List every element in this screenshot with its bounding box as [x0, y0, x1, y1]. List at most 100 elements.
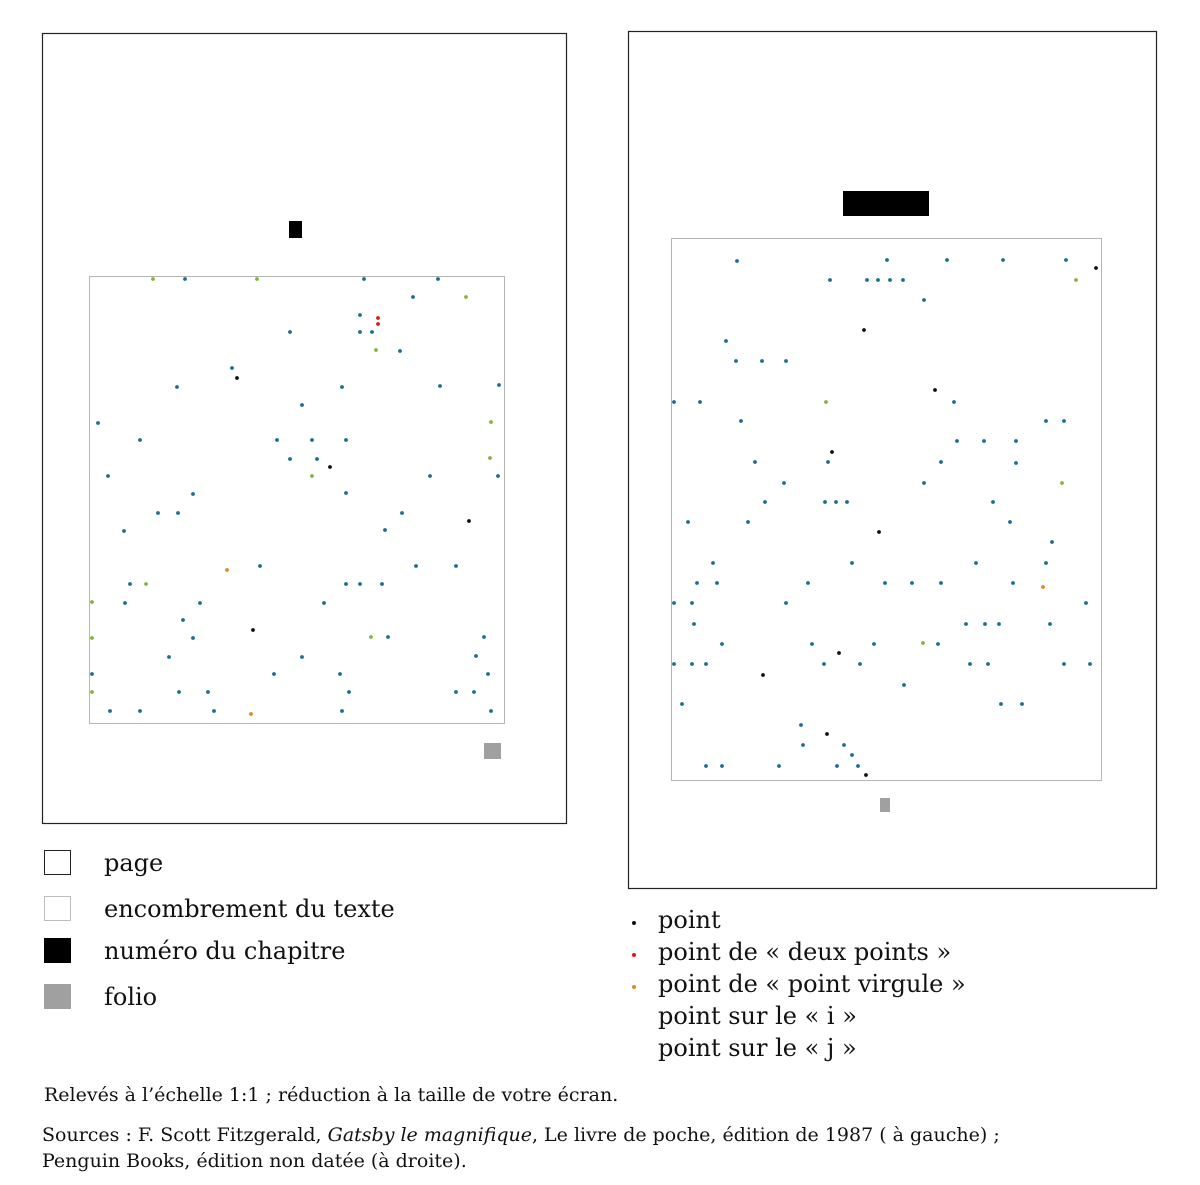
- point-dot-swatch: [632, 921, 636, 925]
- left-period: [235, 376, 239, 380]
- right-i-dot: [922, 298, 926, 302]
- left-j-dot: [90, 690, 94, 694]
- right-i-dot: [686, 520, 690, 524]
- scale-note: Relevés à l’échelle 1:1 ; réduction à la…: [44, 1084, 619, 1106]
- right-i-dot: [711, 561, 715, 565]
- right-i-dot: [735, 259, 739, 263]
- left-i-dot: [340, 385, 344, 389]
- left-i-dot: [90, 672, 94, 676]
- right-semicolon-point: [1041, 585, 1045, 589]
- right-i-dot: [672, 400, 676, 404]
- left-i-dot: [344, 582, 348, 586]
- legend-label-j-dot: point sur le « j »: [658, 1034, 857, 1062]
- right-i-dot: [1084, 601, 1088, 605]
- left-i-dot: [108, 709, 112, 713]
- left-i-dot: [344, 491, 348, 495]
- right-i-dot: [1062, 662, 1066, 666]
- legend-label-folio: folio: [104, 983, 158, 1011]
- left-i-dot: [472, 690, 476, 694]
- right-i-dot: [782, 481, 786, 485]
- right-i-dot: [834, 500, 838, 504]
- left-i-dot: [486, 672, 490, 676]
- right-i-dot: [692, 622, 696, 626]
- legend-label-semicolon: point de « point virgule »: [658, 970, 966, 998]
- legend-item-text-area: encombrement du texte: [44, 894, 464, 924]
- right-i-dot: [801, 743, 805, 747]
- right-period: [830, 450, 834, 454]
- right-i-dot: [822, 662, 826, 666]
- right-i-dot: [672, 662, 676, 666]
- right-period: [1094, 266, 1098, 270]
- right-i-dot: [922, 481, 926, 485]
- legend-item-point: point: [628, 905, 1148, 935]
- left-i-dot: [191, 492, 195, 496]
- page-swatch: [44, 850, 71, 875]
- right-i-dot: [850, 561, 854, 565]
- right-i-dot: [901, 278, 905, 282]
- right-i-dot: [991, 500, 995, 504]
- right-i-dot: [1001, 258, 1005, 262]
- left-i-dot: [358, 313, 362, 317]
- left-period: [467, 519, 471, 523]
- right-j-dot: [824, 400, 828, 404]
- legend-label-page: page: [104, 849, 164, 877]
- left-i-dot: [497, 383, 501, 387]
- right-i-dot: [983, 622, 987, 626]
- folio-swatch: [44, 984, 71, 1009]
- right-j-dot: [1074, 278, 1078, 282]
- right-i-dot: [885, 258, 889, 262]
- left-i-dot: [358, 330, 362, 334]
- left-i-dot: [411, 295, 415, 299]
- left-i-dot: [315, 457, 319, 461]
- right-i-dot: [986, 662, 990, 666]
- left-period: [328, 465, 332, 469]
- right-i-dot: [865, 278, 869, 282]
- right-i-dot: [888, 278, 892, 282]
- left-i-dot: [198, 601, 202, 605]
- right-i-dot: [1014, 461, 1018, 465]
- left-i-dot: [212, 709, 216, 713]
- left-i-dot: [347, 690, 351, 694]
- left-j-dot: [310, 474, 314, 478]
- left-i-dot: [106, 474, 110, 478]
- left-j-dot: [369, 635, 373, 639]
- sources-prefix: Sources : F. Scott Fitzgerald,: [42, 1124, 328, 1146]
- right-page-outline: [627, 30, 1158, 890]
- right-i-dot: [784, 359, 788, 363]
- right-i-dot: [1062, 419, 1066, 423]
- right-chapter-number: [843, 191, 929, 216]
- right-i-dot: [1008, 520, 1012, 524]
- left-i-dot: [177, 690, 181, 694]
- left-j-dot: [374, 348, 378, 352]
- right-i-dot: [955, 439, 959, 443]
- right-i-dot: [997, 622, 1001, 626]
- left-i-dot: [275, 438, 279, 442]
- right-i-dot: [939, 460, 943, 464]
- right-i-dot: [784, 601, 788, 605]
- left-i-dot: [454, 690, 458, 694]
- left-colon-point: [376, 322, 380, 326]
- right-i-dot: [826, 460, 830, 464]
- legend-item-i-dot: point sur le « i »: [628, 1001, 1148, 1031]
- sources-edition-left: , Le livre de poche, édition de 1987 ( à…: [531, 1124, 1000, 1146]
- right-i-dot: [1064, 258, 1068, 262]
- legend-label-colon: point de « deux points »: [658, 938, 952, 966]
- left-folio: [484, 743, 501, 759]
- right-i-dot: [850, 753, 854, 757]
- right-period: [933, 388, 937, 392]
- left-i-dot: [322, 601, 326, 605]
- right-i-dot: [1044, 561, 1048, 565]
- right-i-dot: [810, 642, 814, 646]
- left-i-dot: [310, 438, 314, 442]
- left-i-dot: [128, 582, 132, 586]
- left-i-dot: [340, 709, 344, 713]
- left-i-dot: [489, 709, 493, 713]
- right-i-dot: [690, 601, 694, 605]
- right-i-dot: [883, 581, 887, 585]
- left-i-dot: [181, 618, 185, 622]
- right-i-dot: [856, 764, 860, 768]
- right-i-dot: [936, 642, 940, 646]
- right-i-dot: [763, 500, 767, 504]
- left-page-diagram: [41, 32, 568, 825]
- legend-item-semicolon: point de « point virgule »: [628, 969, 1148, 999]
